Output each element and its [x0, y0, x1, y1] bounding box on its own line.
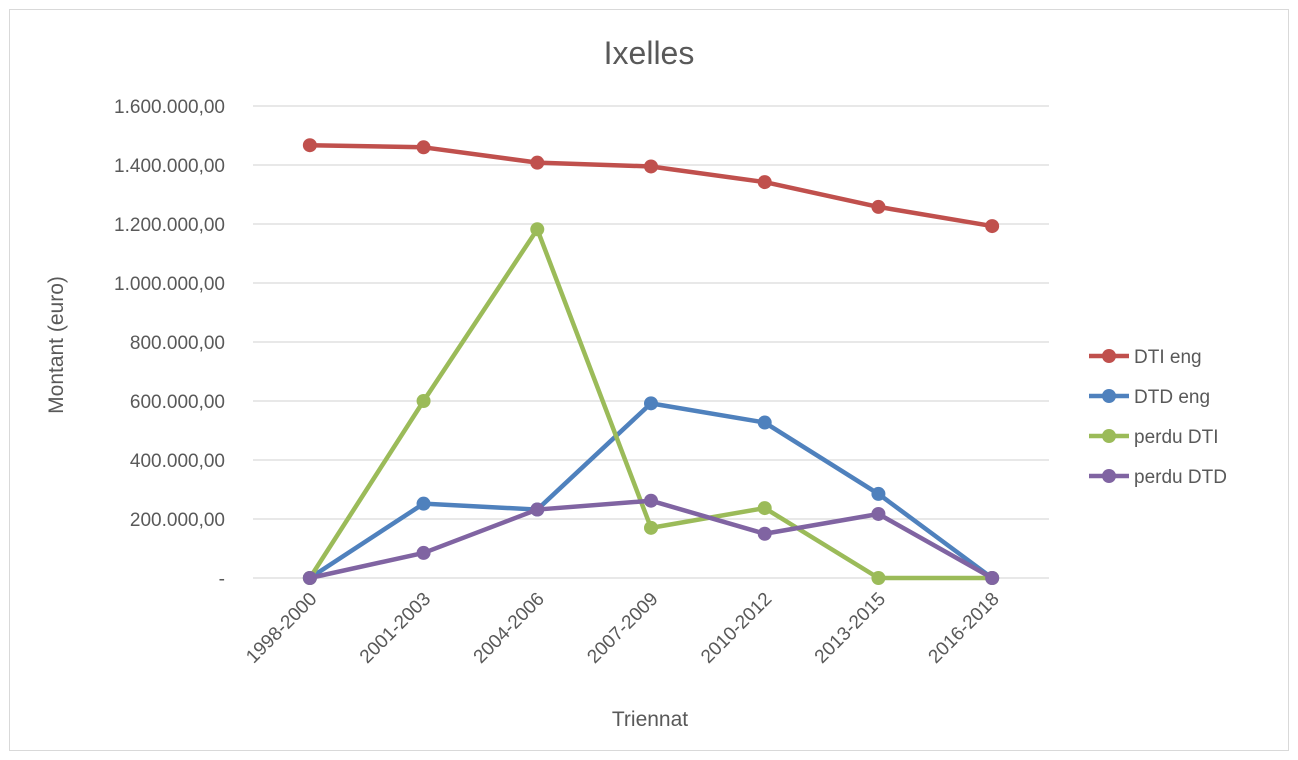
x-axis-ticks: 1998-2000 2001-2003 2004-2006 2007-2009 2010… — [242, 589, 1003, 668]
y-tick-label: 600.000,00 — [130, 392, 225, 413]
data-point — [530, 222, 545, 237]
legend-marker — [1102, 469, 1116, 483]
legend-item: perdu DTD — [1089, 467, 1227, 488]
y-tick-label: 1.000.000,00 — [114, 274, 225, 295]
legend-label: perdu DTI — [1134, 427, 1218, 448]
x-tick-label: 2010-2012 — [697, 589, 776, 668]
chart-frame — [9, 9, 1289, 751]
data-point — [644, 396, 658, 411]
y-tick-label: 800.000,00 — [130, 333, 225, 354]
x-tick-label: 2001-2003 — [356, 589, 435, 668]
data-point — [757, 526, 772, 541]
data-point — [302, 571, 317, 585]
legend-label: DTD eng — [1134, 387, 1210, 408]
y-tick-label: - — [219, 569, 225, 590]
data-point — [644, 159, 658, 174]
data-point — [871, 571, 886, 585]
x-tick-label: 2004-2006 — [470, 589, 549, 668]
legend-marker — [1102, 349, 1116, 363]
x-tick-label: 1998-2000 — [242, 589, 321, 668]
data-point — [871, 199, 886, 214]
data-point — [416, 394, 431, 408]
x-tick-label: 2013-2015 — [811, 589, 890, 668]
legend-item: DTD eng — [1089, 387, 1210, 408]
data-point — [644, 493, 658, 508]
data-point — [644, 520, 658, 535]
series-group — [302, 138, 1000, 585]
x-tick-label: 2007-2009 — [583, 589, 662, 668]
data-point — [985, 571, 1000, 585]
series-line — [307, 401, 995, 581]
legend-item: DTI eng — [1089, 347, 1202, 368]
y-axis-label: Montant (euro) — [45, 276, 68, 414]
data-point — [871, 506, 886, 521]
x-axis-label: Triennat — [612, 708, 688, 731]
chart-title: Ixelles — [604, 35, 695, 71]
data-point — [757, 501, 772, 516]
data-point — [871, 486, 886, 501]
legend: DTI eng DTD eng perdu DTI perdu DTD — [1089, 347, 1227, 488]
data-point — [530, 155, 545, 170]
y-tick-label: 200.000,00 — [130, 510, 225, 531]
legend-item: perdu DTI — [1089, 427, 1218, 448]
data-point — [416, 496, 431, 511]
data-point — [530, 502, 545, 517]
y-axis-ticks: - 200.000,00 400.000,00 600.000,00 800.000,0… — [114, 97, 225, 590]
y-tick-label: 1.200.000,00 — [114, 215, 225, 236]
data-point — [416, 140, 431, 155]
data-point — [985, 219, 1000, 234]
data-point — [757, 175, 772, 190]
legend-label: DTI eng — [1134, 347, 1202, 368]
legend-marker — [1102, 429, 1116, 443]
data-point — [757, 415, 772, 430]
x-tick-label: 2016-2018 — [925, 589, 1004, 668]
legend-label: perdu DTD — [1134, 467, 1227, 488]
data-point — [302, 138, 317, 153]
data-point — [416, 545, 431, 560]
y-tick-label: 1.600.000,00 — [114, 97, 225, 118]
series-dti-eng — [302, 138, 1000, 234]
series-line — [307, 142, 995, 229]
legend-marker — [1102, 389, 1116, 403]
y-tick-label: 400.000,00 — [130, 451, 225, 472]
y-tick-label: 1.400.000,00 — [114, 156, 225, 177]
series-perdu-dtd — [302, 493, 1000, 585]
